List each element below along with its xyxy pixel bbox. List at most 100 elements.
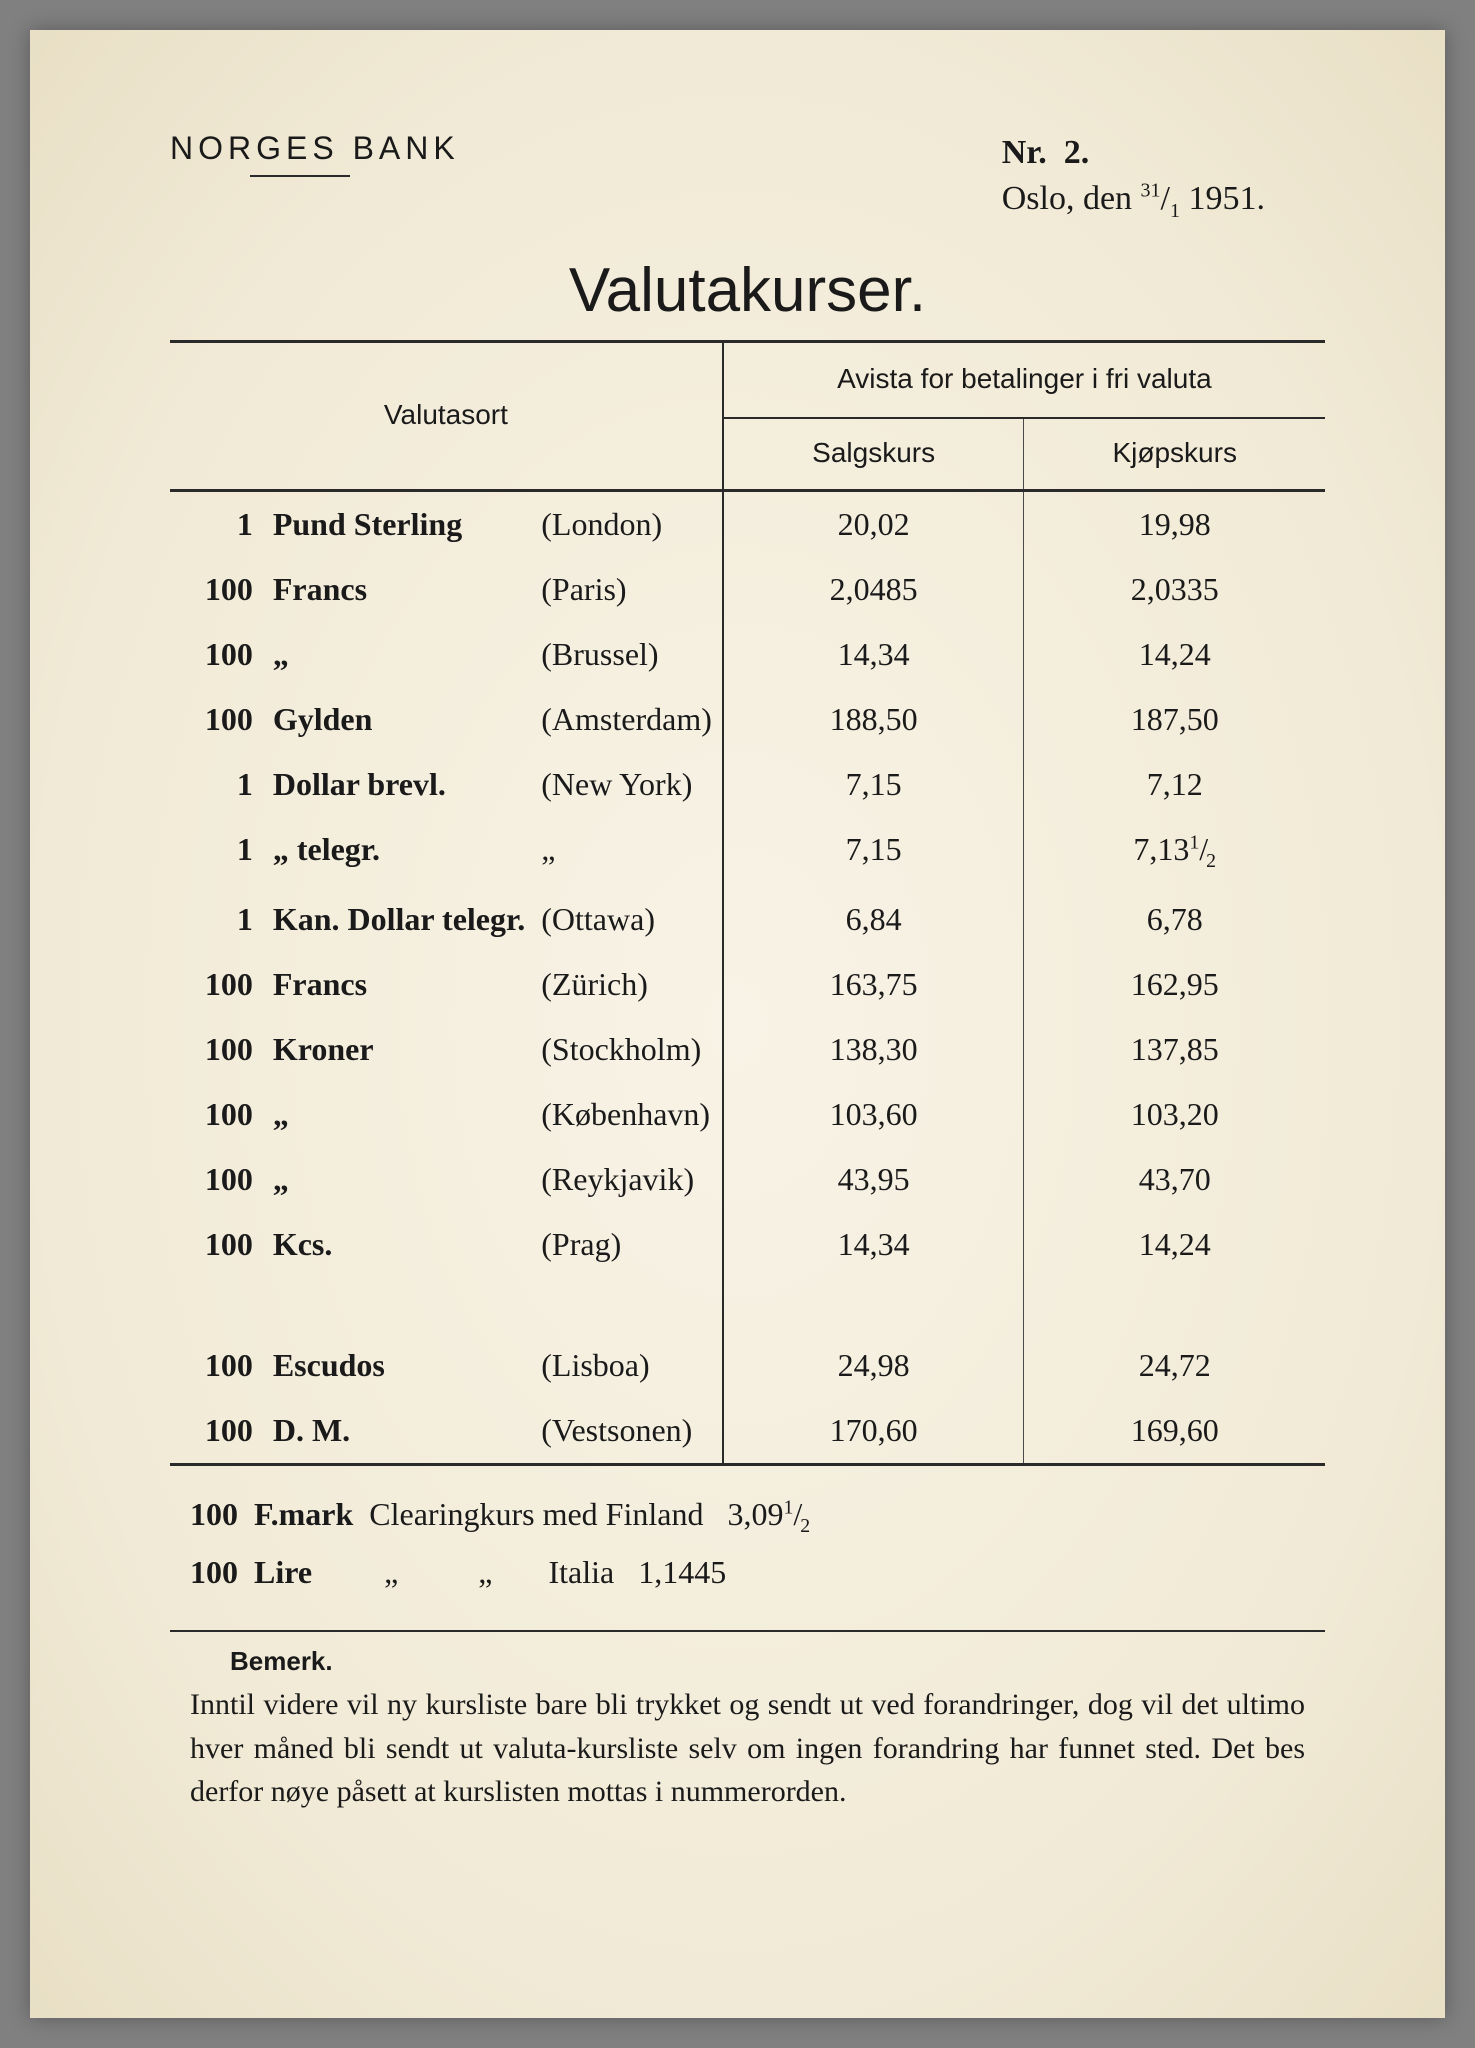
sell-rate-cell: 7,15 — [723, 817, 1024, 887]
note-body: Inntil videre vil ny kursliste bare bli … — [190, 1683, 1305, 1814]
place-cell: (Brussel) — [535, 622, 723, 687]
place-cell: (Amsterdam) — [535, 687, 723, 752]
buy-rate-cell: 2,0335 — [1024, 557, 1325, 622]
buy-rate-cell: 43,70 — [1024, 1147, 1325, 1212]
table-row: 1Pund Sterling(London)20,0219,98 — [170, 490, 1325, 557]
place-cell: (København) — [535, 1082, 723, 1147]
document-title: Valutakurser. — [170, 255, 1325, 326]
issuer-block: NORGES BANK — [170, 130, 460, 177]
currency-cell: „ — [263, 1147, 535, 1212]
sell-rate-cell: 14,34 — [723, 1212, 1024, 1277]
clearing-row: 100 F.mark Clearingkurs med Finland 3,09… — [190, 1486, 1325, 1544]
buy-rate-cell: 7,131/2 — [1024, 817, 1325, 887]
document-content: NORGES BANK Nr. 2. Oslo, den 31/1 1951. … — [30, 30, 1445, 1874]
sell-rate-cell: 103,60 — [723, 1082, 1024, 1147]
place-cell: (Zürich) — [535, 952, 723, 1017]
issue-number-line: Nr. 2. — [1002, 130, 1265, 176]
sell-rate-cell: 138,30 — [723, 1017, 1024, 1082]
sell-rate-cell: 14,34 — [723, 622, 1024, 687]
currency-cell: D. M. — [263, 1398, 535, 1465]
currency-cell: Francs — [263, 952, 535, 1017]
amount-cell: 100 — [170, 1017, 263, 1082]
exchange-rate-table: Valutasort Avista for betalinger i fri v… — [170, 340, 1325, 1466]
amount-cell: 100 — [170, 622, 263, 687]
sell-rate-cell: 188,50 — [723, 687, 1024, 752]
currency-cell: „ — [263, 1082, 535, 1147]
buy-rate-cell: 14,24 — [1024, 622, 1325, 687]
amount-cell: 100 — [170, 1212, 263, 1277]
amount-cell: 100 — [170, 687, 263, 752]
currency-cell: Gylden — [263, 687, 535, 752]
table-row: 100Francs(Paris)2,04852,0335 — [170, 557, 1325, 622]
date-month: 1 — [1170, 200, 1180, 222]
date-day: 31 — [1141, 180, 1161, 202]
place-cell: (Reykjavik) — [535, 1147, 723, 1212]
currency-cell: Kan. Dollar telegr. — [263, 887, 535, 952]
clearing-row: 100 Lire „ „ Italia 1,1445 — [190, 1544, 1325, 1600]
currency-cell: „ telegr. — [263, 817, 535, 887]
buy-rate-cell: 103,20 — [1024, 1082, 1325, 1147]
sell-rate-cell: 20,02 — [723, 490, 1024, 557]
divider — [170, 1630, 1325, 1632]
table-row: 1„ telegr.„7,157,131/2 — [170, 817, 1325, 887]
currency-cell: Pund Sterling — [263, 490, 535, 557]
amount-cell: 100 — [170, 557, 263, 622]
date-line: Oslo, den 31/1 1951. — [1002, 176, 1265, 225]
currency-cell: Kroner — [263, 1017, 535, 1082]
issue-number: 2. — [1064, 134, 1090, 171]
table-body: 1Pund Sterling(London)20,0219,98100Franc… — [170, 490, 1325, 1464]
sell-rate-cell: 163,75 — [723, 952, 1024, 1017]
table-row: 100Francs(Zürich)163,75162,95 — [170, 952, 1325, 1017]
sell-rate-cell: 6,84 — [723, 887, 1024, 952]
table-head: Valutasort Avista for betalinger i fri v… — [170, 341, 1325, 490]
currency-cell: Kcs. — [263, 1212, 535, 1277]
col-sell: Salgskurs — [723, 418, 1024, 491]
buy-rate-cell: 7,12 — [1024, 752, 1325, 817]
issue-label: Nr. — [1002, 134, 1047, 171]
amount-cell: 100 — [170, 952, 263, 1017]
buy-rate-cell: 24,72 — [1024, 1333, 1325, 1398]
buy-rate-cell: 137,85 — [1024, 1017, 1325, 1082]
buy-rate-cell: 169,60 — [1024, 1398, 1325, 1465]
sell-rate-cell: 24,98 — [723, 1333, 1024, 1398]
place-cell: (Lisboa) — [535, 1333, 723, 1398]
sell-rate-cell: 170,60 — [723, 1398, 1024, 1465]
bank-name: NORGES BANK — [170, 130, 460, 167]
date-prefix: Oslo, den — [1002, 180, 1132, 217]
amount-cell: 100 — [170, 1333, 263, 1398]
amount-cell: 100 — [170, 1082, 263, 1147]
date-year: 1951. — [1189, 180, 1266, 217]
amount-cell: 100 — [170, 1398, 263, 1465]
col-valutasort: Valutasort — [170, 341, 723, 490]
table-row — [170, 1277, 1325, 1333]
amount-cell: 1 — [170, 817, 263, 887]
amount-cell: 1 — [170, 752, 263, 817]
currency-cell: Dollar brevl. — [263, 752, 535, 817]
table-row: 100„(Reykjavik)43,9543,70 — [170, 1147, 1325, 1212]
table-row: 100D. M.(Vestsonen)170,60169,60 — [170, 1398, 1325, 1465]
sell-rate-cell: 7,15 — [723, 752, 1024, 817]
col-avista-group: Avista for betalinger i fri valuta — [723, 341, 1325, 418]
note-heading: Bemerk. — [230, 1646, 1325, 1677]
sell-rate-cell: 43,95 — [723, 1147, 1024, 1212]
amount-cell: 1 — [170, 887, 263, 952]
amount-cell: 1 — [170, 490, 263, 557]
place-cell: (Ottawa) — [535, 887, 723, 952]
table-header-row-1: Valutasort Avista for betalinger i fri v… — [170, 341, 1325, 418]
place-cell: (New York) — [535, 752, 723, 817]
amount-cell: 100 — [170, 1147, 263, 1212]
currency-cell: „ — [263, 622, 535, 687]
table-row: 1Kan. Dollar telegr.(Ottawa)6,846,78 — [170, 887, 1325, 952]
table-row: 100Kroner(Stockholm)138,30137,85 — [170, 1017, 1325, 1082]
buy-rate-cell: 6,78 — [1024, 887, 1325, 952]
buy-rate-cell: 162,95 — [1024, 952, 1325, 1017]
table-row: 1Dollar brevl.(New York)7,157,12 — [170, 752, 1325, 817]
table-row: 100Gylden(Amsterdam)188,50187,50 — [170, 687, 1325, 752]
clearing-rates: 100 F.mark Clearingkurs med Finland 3,09… — [190, 1486, 1325, 1600]
place-cell: (Vestsonen) — [535, 1398, 723, 1465]
currency-cell: Escudos — [263, 1333, 535, 1398]
table-row: 100Escudos(Lisboa)24,9824,72 — [170, 1333, 1325, 1398]
issue-block: Nr. 2. Oslo, den 31/1 1951. — [1002, 130, 1325, 225]
table-row: 100„(Brussel)14,3414,24 — [170, 622, 1325, 687]
table-row: 100Kcs.(Prag)14,3414,24 — [170, 1212, 1325, 1277]
